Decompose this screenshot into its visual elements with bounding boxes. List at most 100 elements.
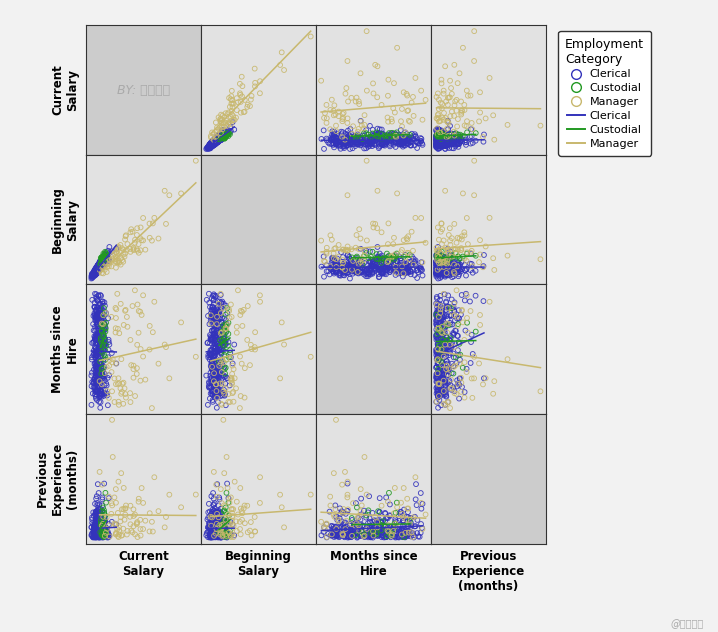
Point bbox=[220, 327, 232, 337]
Point bbox=[395, 268, 406, 278]
Point bbox=[432, 268, 444, 278]
Point bbox=[443, 92, 454, 102]
Point bbox=[89, 298, 101, 308]
Point bbox=[374, 253, 386, 263]
Point bbox=[211, 135, 223, 145]
Point bbox=[435, 136, 447, 146]
Point bbox=[328, 528, 340, 538]
Point bbox=[452, 312, 463, 322]
Point bbox=[449, 307, 460, 317]
Point bbox=[359, 452, 370, 462]
Point bbox=[436, 327, 447, 337]
Point bbox=[432, 385, 444, 395]
Point bbox=[95, 368, 106, 378]
Point bbox=[439, 378, 450, 388]
Point bbox=[205, 349, 216, 359]
Point bbox=[439, 128, 450, 138]
Point bbox=[90, 382, 101, 392]
Point bbox=[95, 255, 107, 265]
Point bbox=[211, 136, 223, 146]
Point bbox=[92, 261, 103, 271]
Point bbox=[437, 332, 448, 342]
Point bbox=[449, 265, 461, 276]
Point bbox=[432, 137, 443, 147]
Point bbox=[436, 246, 447, 257]
Point bbox=[342, 504, 354, 514]
Point bbox=[217, 131, 228, 142]
Point bbox=[91, 529, 103, 539]
Point bbox=[86, 528, 98, 538]
Point bbox=[434, 351, 446, 362]
Point bbox=[436, 142, 447, 152]
Point bbox=[90, 527, 101, 537]
Point bbox=[235, 107, 246, 118]
Point bbox=[212, 479, 223, 489]
Point bbox=[368, 78, 379, 88]
Point bbox=[439, 346, 451, 356]
Point bbox=[431, 140, 442, 150]
Point bbox=[211, 509, 223, 519]
Point bbox=[443, 363, 454, 374]
Point bbox=[213, 492, 225, 502]
Point bbox=[386, 128, 398, 138]
Point bbox=[218, 357, 230, 367]
Point bbox=[398, 267, 410, 277]
Point bbox=[440, 130, 452, 140]
Point bbox=[89, 358, 101, 368]
Point bbox=[106, 509, 117, 519]
Point bbox=[396, 134, 407, 144]
Point bbox=[218, 528, 230, 538]
Point bbox=[213, 386, 225, 396]
Point bbox=[435, 330, 447, 340]
Point bbox=[433, 334, 444, 344]
Point bbox=[92, 374, 103, 384]
Point bbox=[203, 518, 215, 528]
Point bbox=[216, 344, 228, 355]
Point bbox=[431, 133, 442, 143]
Point bbox=[218, 349, 230, 360]
Point bbox=[432, 114, 443, 124]
Point bbox=[432, 269, 443, 279]
Point bbox=[441, 269, 452, 279]
Point bbox=[447, 139, 459, 149]
Point bbox=[365, 530, 377, 540]
Point bbox=[208, 135, 219, 145]
Point bbox=[391, 521, 402, 531]
Point bbox=[223, 509, 234, 520]
Point bbox=[535, 254, 546, 264]
Point bbox=[108, 248, 120, 258]
Point bbox=[136, 310, 147, 320]
Point bbox=[118, 504, 129, 514]
Point bbox=[116, 530, 128, 540]
Point bbox=[432, 138, 443, 148]
Point bbox=[88, 529, 100, 539]
Point bbox=[410, 479, 421, 489]
Point bbox=[342, 139, 354, 149]
Point bbox=[435, 400, 447, 410]
Point bbox=[459, 392, 470, 403]
Point bbox=[330, 260, 342, 270]
Point bbox=[398, 260, 410, 270]
Point bbox=[93, 320, 105, 331]
Point bbox=[451, 268, 462, 278]
Point bbox=[439, 256, 450, 266]
Point bbox=[381, 139, 392, 149]
Point bbox=[353, 259, 364, 269]
Point bbox=[100, 488, 111, 498]
Point bbox=[213, 133, 224, 143]
Point bbox=[351, 132, 363, 142]
Point bbox=[378, 268, 389, 278]
Point bbox=[401, 512, 412, 522]
Point bbox=[96, 520, 108, 530]
Point bbox=[439, 327, 450, 337]
Point bbox=[430, 270, 442, 280]
Point bbox=[432, 140, 443, 150]
Point bbox=[381, 262, 392, 272]
Point bbox=[430, 258, 442, 268]
Point bbox=[442, 369, 454, 379]
Point bbox=[435, 266, 447, 276]
Point bbox=[210, 137, 222, 147]
Point bbox=[388, 140, 399, 150]
Point bbox=[439, 337, 451, 348]
Point bbox=[93, 341, 105, 351]
